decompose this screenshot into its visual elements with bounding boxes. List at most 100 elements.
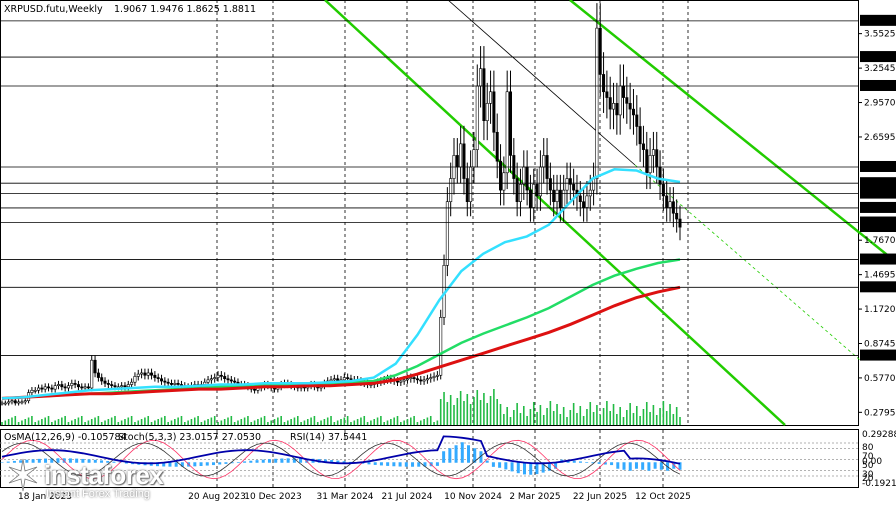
- volume-bar: [503, 414, 505, 425]
- y-tick-label: 0.5770: [864, 374, 896, 384]
- volume-bar: [70, 420, 73, 425]
- level-label-bg: [860, 281, 896, 293]
- volume-bar: [493, 389, 495, 425]
- osma-bar: [678, 462, 682, 470]
- volume-bar: [34, 422, 37, 425]
- osma-bar: [610, 462, 614, 466]
- osma-bar: [205, 462, 209, 466]
- volume-bar: [104, 420, 106, 425]
- x-tick-label: 22 Jun 2025: [573, 492, 627, 502]
- candle-body: [13, 400, 17, 404]
- candle-body: [505, 91, 509, 174]
- osma-bar: [267, 459, 271, 463]
- channel-line: [569, 0, 896, 263]
- volume-bar: [77, 417, 80, 425]
- osma-bar: [672, 462, 676, 469]
- candle-body: [668, 201, 672, 208]
- volume-bar: [107, 419, 110, 425]
- volume-bar: [589, 402, 592, 425]
- volume-bar: [426, 417, 429, 425]
- candle-body: [671, 201, 675, 214]
- volume-bar: [665, 411, 668, 425]
- candle-body: [110, 384, 114, 386]
- candle-body: [675, 212, 679, 220]
- candle-body: [432, 376, 436, 378]
- candle-body: [678, 218, 682, 228]
- volume-bar: [592, 412, 595, 425]
- volume-bar: [263, 416, 266, 425]
- volume-bar: [293, 417, 296, 425]
- osma-bar: [12, 460, 16, 463]
- candle-body: [47, 386, 51, 389]
- indicator-tick-label: 20: [862, 474, 874, 484]
- indicator-tick-label: 30: [862, 470, 874, 480]
- volume-bar: [303, 420, 306, 425]
- level-label-bg: [860, 187, 896, 199]
- indicator-pane-frame: [0, 429, 859, 488]
- candle-body: [538, 166, 542, 197]
- volume-bar: [376, 417, 379, 425]
- osma-title: OsMA(12,26,9) -0.105784: [4, 432, 127, 443]
- volume-bar: [669, 404, 671, 425]
- osma-bar: [156, 462, 160, 467]
- level-label-bg: [860, 349, 896, 361]
- osma-bar: [25, 459, 29, 463]
- volume-bar: [197, 416, 199, 425]
- volume-bar: [479, 400, 482, 425]
- volume-bar: [336, 420, 339, 425]
- candle-body: [532, 184, 536, 208]
- candle-body: [651, 149, 655, 156]
- volume-bar: [632, 413, 635, 425]
- candle-body: [156, 377, 160, 380]
- volume-bar: [456, 398, 459, 425]
- volume-bar: [316, 422, 319, 425]
- osma-bar: [392, 462, 396, 467]
- candle-body: [582, 201, 586, 208]
- volume-bar: [449, 395, 452, 425]
- osma-bar: [404, 462, 408, 467]
- osma-bar: [6, 461, 10, 463]
- volume-bar: [180, 416, 183, 425]
- level-label-bg: [860, 79, 896, 91]
- candle-body: [665, 195, 669, 208]
- candle-body: [588, 189, 592, 197]
- osma-bar: [174, 462, 178, 467]
- price-pane-frame: [0, 0, 859, 426]
- volume-bar: [586, 409, 588, 425]
- logo-tagline: Instant Forex Trading: [46, 488, 150, 500]
- level-label: 1.6000: [863, 256, 895, 266]
- volume-bar: [572, 403, 575, 425]
- candle-body: [562, 189, 566, 208]
- osma-bar: [442, 451, 446, 463]
- candle-body: [522, 166, 526, 185]
- candle-body: [399, 380, 403, 383]
- candle-body: [419, 379, 423, 382]
- osma-bar: [230, 462, 234, 464]
- candle-body: [126, 384, 130, 388]
- volume-bar: [576, 413, 578, 425]
- volume-bar: [509, 417, 512, 425]
- volume-bar: [459, 391, 462, 425]
- x-tick-label: 21 Jul 2024: [382, 492, 433, 502]
- osma-bar: [435, 462, 439, 466]
- osma-bar: [616, 462, 620, 469]
- osma-bar: [261, 459, 265, 463]
- candle-body: [206, 379, 210, 383]
- osma-bar: [19, 460, 23, 463]
- volume-bar: [144, 417, 146, 425]
- volume-bar: [396, 416, 399, 425]
- candle-body: [93, 359, 97, 374]
- candle-body: [219, 374, 223, 377]
- candle-body: [462, 143, 466, 179]
- candle-body: [402, 379, 406, 382]
- volume-bar: [243, 417, 246, 425]
- candle-body: [495, 131, 499, 162]
- osma-bar: [647, 462, 651, 471]
- osma-bar: [106, 461, 110, 463]
- volume-bar: [672, 414, 675, 425]
- candle-body: [592, 178, 596, 191]
- volume-bar: [14, 416, 17, 425]
- volume-bar: [659, 408, 661, 425]
- volume-bar: [51, 422, 53, 425]
